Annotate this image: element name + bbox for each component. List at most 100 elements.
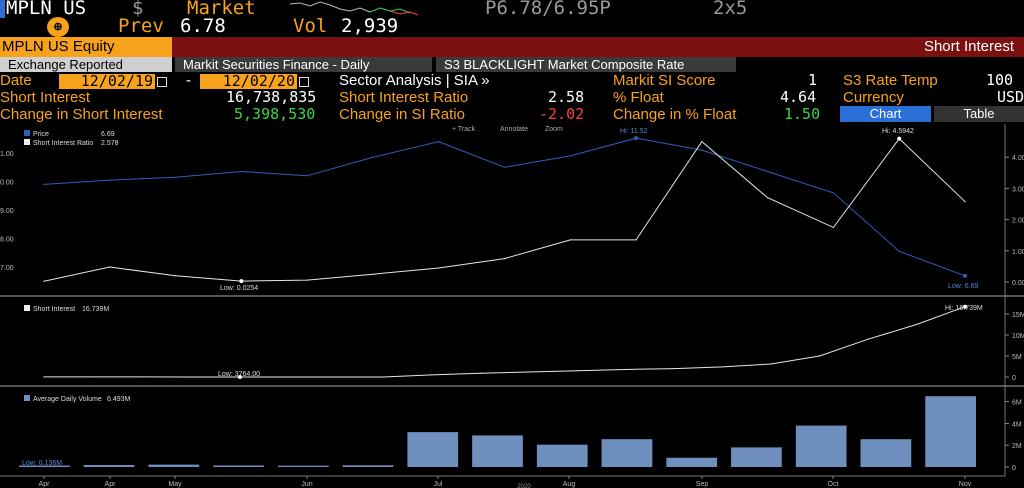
low-marker bbox=[963, 273, 967, 278]
hi-marker bbox=[963, 304, 967, 309]
si-point bbox=[576, 370, 578, 372]
volume-bar bbox=[407, 432, 459, 467]
si-point bbox=[915, 323, 918, 326]
price-point bbox=[832, 192, 835, 194]
price-point bbox=[43, 183, 45, 185]
sir-point bbox=[109, 266, 111, 268]
si-point bbox=[140, 376, 142, 378]
right-axis-tick-label: 2.00 bbox=[1012, 218, 1024, 225]
price-hi-annotation: Hi: 11.52 bbox=[620, 128, 648, 135]
sir-point bbox=[306, 279, 308, 281]
volume-bar bbox=[666, 457, 718, 467]
sir-hi-annotation: Hi: 4.5942 bbox=[882, 128, 914, 135]
sir-point bbox=[635, 239, 637, 241]
sir-legend-value: 2.578 bbox=[101, 140, 119, 147]
title-bar: MPLN US Equity Short Interest bbox=[0, 37, 1024, 57]
price-point bbox=[503, 166, 506, 168]
x-axis-tick-label: Apr bbox=[105, 481, 117, 488]
x-axis-tick-label: Sep bbox=[696, 481, 709, 488]
zoom-button[interactable]: Zoom bbox=[545, 126, 563, 133]
price-point bbox=[109, 179, 111, 181]
charts-svg[interactable]: + Track Annotate Zoom Price 6.69 Short I… bbox=[0, 124, 1024, 488]
si-hi-annotation: Hi: 16.739M bbox=[945, 305, 983, 312]
chart-area: + Track Annotate Zoom Price 6.69 Short I… bbox=[0, 124, 1024, 488]
tab-s3-blacklight[interactable]: S3 BLACKLIGHT Market Composite Rate bbox=[436, 57, 736, 72]
alert-badge-icon[interactable]: ⊕ bbox=[47, 17, 69, 37]
volume-bar bbox=[83, 465, 135, 467]
right-axis-tick-label: 15M bbox=[1012, 312, 1024, 319]
volume-low-annotation: Low: 0.136M bbox=[22, 460, 62, 467]
menu-dots-icon[interactable] bbox=[10, 29, 38, 42]
date-to-value[interactable]: 12/02/20 bbox=[200, 74, 297, 89]
low-marker bbox=[238, 374, 242, 379]
security-title[interactable]: MPLN US Equity bbox=[0, 37, 172, 57]
tab-exchange-reported[interactable]: Exchange Reported bbox=[0, 57, 172, 72]
table-view-button[interactable]: Table bbox=[934, 106, 1024, 122]
right-axis-tick-label: 2M bbox=[1012, 443, 1022, 450]
right-axis-tick-label: 0 bbox=[1012, 375, 1016, 382]
volume-bar bbox=[342, 465, 394, 467]
date-from-field[interactable]: 12/02/19 bbox=[59, 73, 167, 90]
volume-bar bbox=[860, 439, 912, 467]
date-to-field[interactable]: 12/02/20 bbox=[200, 73, 309, 90]
sir-point bbox=[701, 141, 703, 143]
right-axis-tick-label: 6M bbox=[1012, 400, 1022, 407]
ticker-symbol[interactable]: MPLN US bbox=[6, 0, 87, 19]
volume-bar bbox=[925, 396, 976, 467]
si-point bbox=[867, 338, 869, 340]
pct-float-label: % Float bbox=[613, 89, 664, 106]
function-title: Short Interest bbox=[923, 38, 1014, 55]
sir-series-line bbox=[43, 137, 966, 282]
sir-point bbox=[569, 239, 571, 241]
x-axis-tick-label: Apr bbox=[39, 481, 51, 488]
short-interest-ratio-value: 2.58 bbox=[548, 88, 585, 106]
right-axis-tick-label: 4M bbox=[1012, 421, 1022, 428]
x-axis-tick-label: Oct bbox=[828, 481, 839, 488]
x-axis-tick-label: Jun bbox=[301, 481, 312, 488]
si-legend-name: Short Interest bbox=[33, 306, 75, 313]
s3-rate-temp-label: S3 Rate Temp bbox=[843, 72, 938, 89]
date-separator: - bbox=[184, 71, 194, 89]
volume-bar bbox=[148, 464, 200, 467]
x-axis-tick-label: Jul bbox=[434, 481, 443, 488]
pct-float-value: 4.64 bbox=[780, 88, 817, 106]
price-point bbox=[174, 176, 177, 178]
left-axis-tick-label: 9.00 bbox=[0, 208, 14, 215]
info-row-1: Date 12/02/19 - 12/02/20 Sector Analysis… bbox=[0, 72, 1024, 89]
tab-markit-daily[interactable]: Markit Securities Finance - Daily bbox=[175, 57, 432, 72]
left-axis-tick-label: 1.00 bbox=[0, 151, 14, 158]
annotate-button[interactable]: Annotate bbox=[500, 126, 528, 133]
si-panel-legend: Short Interest 16.739M bbox=[24, 305, 109, 313]
chart-marks: 1.00 0.00 9.00 8.00 7.00 4.00 3.00 2.00 1.00 0.00… bbox=[0, 128, 1024, 488]
x-axis-tick-label: May bbox=[168, 481, 182, 488]
price-low-annotation: Low: 6.69 bbox=[948, 283, 978, 290]
right-axis-tick-label: 10M bbox=[1012, 333, 1024, 340]
change-short-interest-label: Change in Short Interest bbox=[0, 106, 163, 123]
price-point bbox=[240, 170, 242, 173]
si-point bbox=[285, 376, 287, 378]
info-row-2: Short Interest 16,738,835 Short Interest… bbox=[0, 88, 1024, 107]
si-series-line bbox=[44, 306, 966, 378]
short-interest-ratio-label: Short Interest Ratio bbox=[339, 89, 469, 106]
si-point bbox=[625, 368, 627, 371]
volume-bar bbox=[213, 465, 264, 467]
chart-toolbar: + Track Annotate Zoom bbox=[452, 126, 563, 133]
left-axis-tick-label: 8.00 bbox=[0, 237, 14, 244]
vol-label: Vol bbox=[293, 15, 328, 37]
calendar-icon[interactable] bbox=[299, 77, 309, 88]
change-pct-float-label: Change in % Float bbox=[613, 106, 737, 123]
short-interest-value: 16,738,835 bbox=[226, 88, 317, 106]
date-from-value[interactable]: 12/02/19 bbox=[59, 74, 155, 89]
calendar-icon[interactable] bbox=[157, 77, 167, 88]
market-label[interactable]: Market bbox=[187, 0, 256, 19]
price-point bbox=[372, 156, 374, 158]
price-legend-value: 6.69 bbox=[101, 131, 115, 138]
si-point bbox=[382, 376, 384, 378]
sector-analysis-link[interactable]: Sector Analysis | SIA » bbox=[339, 72, 490, 89]
si-legend-value: 16.739M bbox=[82, 306, 109, 313]
track-button[interactable]: + Track bbox=[452, 126, 476, 133]
chart-view-button[interactable]: Chart bbox=[840, 106, 931, 122]
sir-low-annotation: Low: 0.0254 bbox=[220, 285, 258, 292]
volume-panel-legend: Average Daily Volume 6.493M bbox=[24, 395, 131, 403]
right-axis-tick-label: 5M bbox=[1012, 354, 1022, 361]
